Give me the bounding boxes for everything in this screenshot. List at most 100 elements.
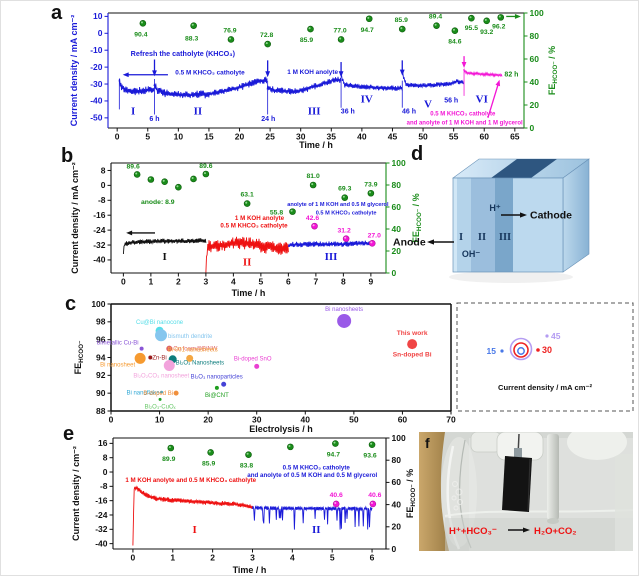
fe-data-point <box>451 27 459 35</box>
x-tick-label: 40 <box>357 132 367 142</box>
fe-data-point <box>311 222 318 230</box>
y-right-title: FEHCOO⁻ / % <box>411 193 423 242</box>
scatter-point <box>155 329 168 342</box>
left-tick-label: 94 <box>96 352 106 362</box>
cell-cap-left <box>470 432 502 453</box>
x-tick-label: 4 <box>231 277 236 287</box>
right-tick-label: 80 <box>392 180 402 190</box>
scatter-point-label: Bi₂O₃ nanoparticles <box>191 374 243 380</box>
left-tick-label: -16 <box>95 495 108 505</box>
fe-data-point <box>497 14 505 21</box>
chart-annotation: 24 h <box>261 116 275 123</box>
trace-segment <box>118 78 155 96</box>
scatter-point-label: Bi₂O₂CO₃ nanosheet <box>133 374 189 380</box>
scatter-point <box>166 345 173 352</box>
chart-annotation: I <box>162 251 166 263</box>
legend-value-30: 30 <box>542 345 552 355</box>
scatter-point-label: Bi₂O₃ Nanosheets <box>176 360 224 366</box>
scatter-point-label: Zn-Bi <box>152 356 166 362</box>
trace-segment <box>266 85 305 95</box>
fe-point-label: 85.9 <box>395 17 408 24</box>
glass-bubbles <box>451 481 463 511</box>
cuboid-front-band-2 <box>471 178 495 272</box>
fe-point-highlight <box>333 441 336 444</box>
fe-point-label: 76.9 <box>223 27 236 34</box>
chart-annotation: 1 M KOH anolyte <box>287 69 338 76</box>
chart-annotation: I <box>193 524 197 536</box>
x-tick-label: 65 <box>510 132 520 142</box>
fe-point-highlight <box>245 201 248 204</box>
left-tick-label: 8 <box>101 165 106 175</box>
x-tick-label: 5 <box>259 277 264 287</box>
left-tick-label: -40 <box>90 96 103 106</box>
annotation-arrow-head <box>461 61 467 68</box>
chart-annotation: II <box>312 524 321 536</box>
fe-point-label: 69.3 <box>338 186 351 193</box>
right-tick-label: 80 <box>530 31 540 41</box>
fe-point-highlight <box>288 444 291 447</box>
fe-point-label: 89.9 <box>162 456 175 463</box>
fe-point-highlight <box>469 16 472 19</box>
left-tick-label: 16 <box>98 438 108 448</box>
fe-data-point <box>147 176 155 183</box>
fe-point-highlight <box>370 241 373 244</box>
fe-point-highlight <box>400 27 403 30</box>
chart-annotation: III <box>325 251 338 263</box>
fe-point-label: 40.6 <box>368 492 381 499</box>
chart-annotation: 46 h <box>402 109 416 116</box>
scatter-point-label: bimetallic Cu-Bi <box>97 341 139 347</box>
fe-data-point <box>342 235 350 242</box>
traces <box>132 485 373 546</box>
fe-point-highlight <box>308 27 311 30</box>
left-tick-label: 0 <box>98 28 103 38</box>
x-tick-label: 5 <box>330 553 335 563</box>
left-tick-label: -8 <box>100 481 108 491</box>
trace-segment <box>122 238 207 255</box>
fe-data-point <box>433 22 440 29</box>
right-tick-label: 20 <box>392 246 402 256</box>
trace-segment <box>401 72 464 89</box>
fe-point-label: 81.0 <box>307 173 320 180</box>
scatter-point <box>214 385 219 390</box>
annotation-arrow-head <box>122 72 129 78</box>
right-tick-label: 40 <box>392 499 402 509</box>
x-axis-title: Time / h <box>233 565 267 575</box>
trace-segment <box>287 240 372 248</box>
scatter-point <box>134 352 146 364</box>
fe-point-highlight <box>176 185 179 188</box>
trace-segment <box>208 76 268 97</box>
liquid-region <box>445 518 633 551</box>
x-tick-label: 3 <box>204 277 209 287</box>
fe-data-point <box>133 171 141 178</box>
left-tick-label: 10 <box>93 11 103 21</box>
scatter-point-label: Bi-doped SnO <box>234 356 272 362</box>
fe-data-point <box>243 200 251 207</box>
scatter-point <box>158 397 162 401</box>
chart-annotation: II <box>194 105 203 117</box>
fe-data-point <box>161 178 168 186</box>
cathode-arrow-head <box>520 212 527 218</box>
x-tick-label: 10 <box>155 415 165 425</box>
x-tick-label: 30 <box>296 132 306 142</box>
x-tick-label: 8 <box>341 277 346 287</box>
glass-rod <box>547 434 559 520</box>
bench-background <box>419 432 449 551</box>
chart-annotation: Sn-doped Bi <box>393 352 432 359</box>
scatter-point-label: Bi nanoflake <box>126 390 160 396</box>
chart-annotation: 82 h <box>504 71 518 78</box>
fe-point-highlight <box>135 172 138 175</box>
cathode-label: Cathode <box>530 210 572 222</box>
x-tick-label: 2 <box>210 553 215 563</box>
legend-dot-30 <box>536 348 540 352</box>
fe-point-label: 93.6 <box>363 453 376 460</box>
fe-point-highlight <box>484 18 487 21</box>
cuboid-top-dark-band <box>491 159 557 178</box>
cuboid-front-band-1 <box>453 178 471 272</box>
y-left-title: Current density / mA cm⁻² <box>69 15 79 126</box>
right-tick-label: 20 <box>392 522 402 532</box>
fe-data-point <box>207 449 214 456</box>
left-tick-label: 90 <box>96 388 106 398</box>
